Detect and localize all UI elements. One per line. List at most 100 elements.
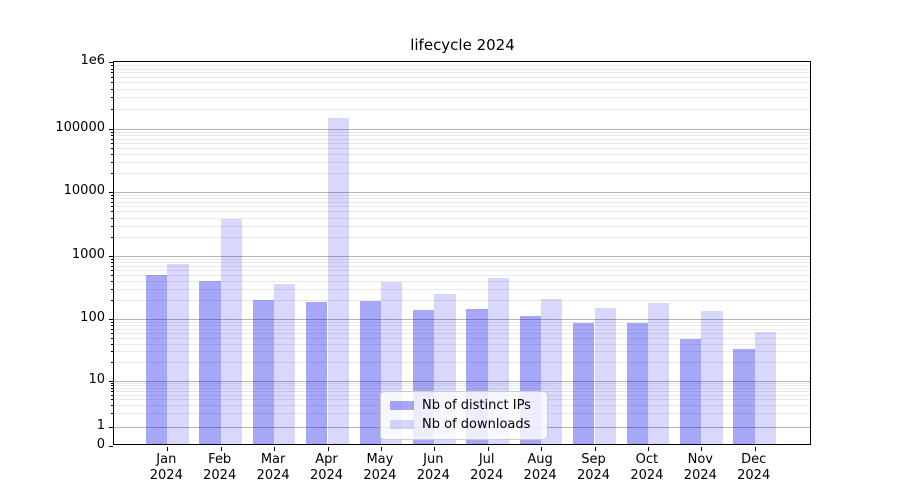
gridline-minor-5000 [114,211,810,213]
legend-swatch-downloads [390,420,414,429]
y-minor-tick-20000 [110,173,113,174]
x-tick-label-apr: Apr 2024 [309,452,344,483]
x-tick-label-jun: Jun 2024 [416,452,450,483]
y-minor-tick-500 [110,275,113,276]
x-tick-oct [647,446,650,451]
x-tick-label-jan: Jan 2024 [149,452,183,483]
gridline-minor-700000 [114,72,810,74]
gridline-minor-900 [114,258,810,260]
bar-distinct-ips-jan [146,275,168,444]
gridline-minor-200000 [114,108,810,110]
gridline-minor-7000 [114,201,810,203]
y-tick-label-100: 100 [80,310,105,325]
legend-entry-distinct-ips: Nb of distinct IPs [390,398,537,413]
gridline-minor-50000 [114,148,810,149]
y-tick-0 [109,445,113,447]
y-tick-label-10: 10 [88,371,105,387]
y-minor-tick-300000 [110,97,113,98]
bar-distinct-ips-apr [306,302,328,444]
gridline-minor-80 [114,325,810,326]
gridline-minor-30 [114,351,810,353]
y-minor-tick-700 [110,265,113,267]
y-tick-label-100000: 100000 [55,120,105,135]
y-tick-10 [109,380,113,382]
y-minor-tick-900 [110,258,113,260]
y-minor-tick-7 [110,387,113,389]
x-tick-label-may: May 2024 [363,452,397,483]
gridline-minor-9000 [114,194,810,196]
gridline-major-1000 [114,256,810,257]
y-minor-tick-600000 [110,76,113,78]
y-minor-tick-50 [110,337,113,339]
bar-downloads-jan [167,264,189,444]
y-minor-tick-7000 [110,201,113,203]
x-tick-label-jul: Jul 2024 [470,452,504,483]
y-minor-tick-3 [110,404,113,406]
x-tick-apr [327,446,329,451]
x-tick-mar [274,446,276,451]
y-tick-100 [109,319,113,321]
y-minor-tick-30000 [110,161,113,163]
legend-label-distinct-ips: Nb of distinct IPs [422,398,531,413]
x-tick-dec [754,446,756,451]
x-tick-jul [487,446,489,451]
y-minor-tick-800000 [110,68,113,70]
y-minor-tick-50000 [110,148,113,149]
gridline-minor-800 [114,262,810,264]
legend-label-downloads: Nb of downloads [422,417,531,432]
y-minor-tick-70000 [110,138,113,140]
gridline-major-100 [114,319,810,320]
plot-area [109,61,811,451]
y-minor-tick-20 [110,362,113,363]
gridline-minor-90000 [114,131,810,133]
legend-entry-downloads: Nb of downloads [390,417,537,432]
x-tick-jun [434,446,436,451]
gridline-minor-400000 [114,88,810,90]
gridline-minor-300000 [114,97,810,98]
gridline-minor-60 [114,332,810,334]
gridline-minor-20 [114,362,810,363]
y-minor-tick-90 [110,321,113,323]
x-tick-jan [167,446,169,451]
gridline-minor-40 [114,343,810,345]
y-minor-tick-5000 [110,211,113,213]
gridline-minor-900000 [114,65,810,67]
gridline-minor-700 [114,265,810,267]
gridline-minor-6000 [114,206,810,208]
y-tick-label-1: 1 [96,418,105,433]
y-minor-tick-30 [110,351,113,353]
y-tick-10000 [109,192,113,194]
x-tick-label-mar: Mar 2024 [256,452,290,483]
x-tick-feb [220,446,222,451]
bar-downloads-mar [274,284,296,444]
gridline-minor-500000 [114,82,810,84]
gridline-minor-20000 [114,173,810,174]
gridline-minor-300 [114,288,810,290]
bar-distinct-ips-nov [680,338,702,444]
y-minor-tick-6 [110,390,113,392]
y-minor-tick-3000 [110,225,113,227]
y-tick-label-0: 0 [96,436,105,452]
y-tick-label-10000: 10000 [63,183,105,198]
y-minor-tick-9000 [110,194,113,196]
y-minor-tick-4000 [110,217,113,219]
bar-downloads-sep [594,308,616,444]
y-tick-label-1e6: 1e6 [80,53,105,68]
gridline-minor-400 [114,281,810,283]
legend-swatch-distinct-ips [390,401,414,410]
bar-distinct-ips-mar [252,300,275,444]
x-tick-may [380,446,383,451]
y-minor-tick-2 [110,413,113,414]
gridline-minor-600000 [114,76,810,78]
gridline-major-10000 [114,192,810,193]
gridline-minor-7 [114,387,810,389]
x-tick-sep [594,446,596,451]
gridline-minor-30000 [114,161,810,163]
bar-downloads-dec [754,332,776,444]
y-tick-1000 [109,256,113,258]
bar-distinct-ips-feb [199,281,221,444]
gridline-minor-8000 [114,198,810,200]
gridline-minor-600 [114,270,810,271]
y-minor-tick-90000 [110,131,113,133]
y-minor-tick-200 [110,300,113,301]
